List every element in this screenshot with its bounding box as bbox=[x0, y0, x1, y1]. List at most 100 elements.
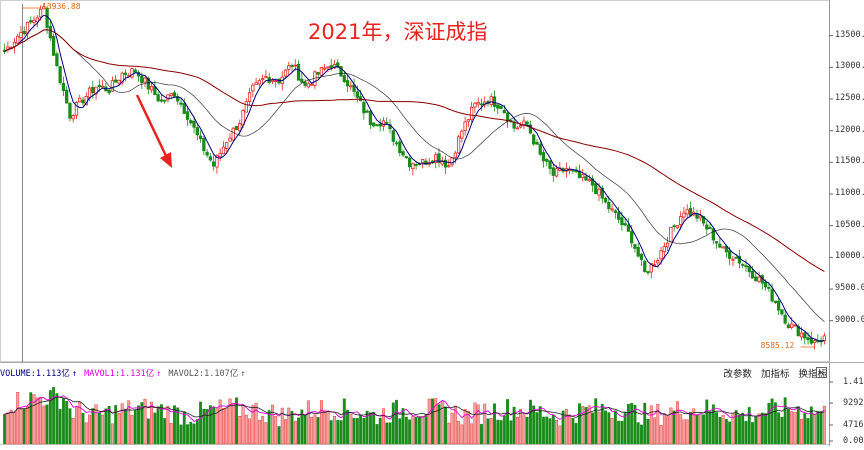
candle-body bbox=[290, 65, 294, 67]
volume-bar bbox=[519, 409, 523, 445]
candle-body bbox=[590, 178, 595, 186]
volume-bar bbox=[336, 419, 340, 445]
volume-bar bbox=[440, 400, 444, 445]
volume-bar bbox=[551, 414, 555, 445]
volume-bar bbox=[388, 422, 392, 445]
volume-bar bbox=[329, 420, 333, 445]
volume-bar bbox=[68, 408, 72, 445]
volume-bar bbox=[153, 412, 157, 445]
volume-bar bbox=[133, 409, 137, 445]
volume-bar bbox=[499, 420, 503, 445]
volume-bar bbox=[385, 422, 389, 445]
volume-bar bbox=[489, 418, 493, 445]
volume-bar bbox=[783, 397, 787, 445]
volume-bar bbox=[280, 407, 284, 445]
swap-indicator-button[interactable]: 换指标 bbox=[798, 369, 827, 380]
volume-bar bbox=[235, 397, 238, 445]
volume-bar bbox=[163, 418, 167, 445]
candle-body bbox=[799, 332, 804, 338]
candle-body bbox=[140, 75, 144, 84]
candle-body bbox=[630, 231, 634, 244]
y-tick-label: 10000.00 bbox=[835, 251, 864, 262]
candle-body bbox=[78, 97, 82, 103]
volume-bar bbox=[372, 411, 376, 445]
candle-body bbox=[225, 142, 229, 149]
candle-body bbox=[202, 138, 206, 152]
volume-bar bbox=[532, 405, 536, 445]
volume-bar bbox=[819, 411, 823, 445]
candle-body bbox=[29, 20, 33, 23]
candle-body bbox=[391, 130, 395, 142]
candle-body bbox=[149, 86, 154, 91]
volume-bar bbox=[754, 416, 758, 445]
candle-body bbox=[515, 127, 520, 130]
volume-bar bbox=[587, 405, 591, 445]
candle-body bbox=[42, 6, 46, 10]
candle-body bbox=[365, 110, 369, 113]
candle-body bbox=[189, 120, 193, 124]
volume-bar bbox=[48, 390, 52, 445]
candle-body bbox=[172, 92, 177, 97]
candle-body bbox=[767, 287, 771, 289]
candle-body bbox=[114, 79, 118, 83]
candle-body bbox=[195, 127, 199, 136]
volume-bar bbox=[424, 414, 428, 445]
volume-bar bbox=[669, 407, 673, 445]
volume-bar bbox=[675, 401, 679, 445]
candle-body bbox=[473, 102, 477, 108]
volume-bar bbox=[88, 414, 91, 445]
candle-body bbox=[639, 253, 644, 260]
candle-body bbox=[293, 64, 297, 67]
candle-body bbox=[613, 210, 617, 213]
volume-bar bbox=[793, 412, 797, 445]
candle-body bbox=[179, 102, 183, 105]
volume-bar bbox=[777, 412, 781, 445]
volume-bar bbox=[522, 414, 526, 445]
candle-body bbox=[541, 152, 546, 162]
volume-bar bbox=[480, 423, 483, 445]
volume-bar bbox=[65, 401, 69, 445]
volume-bar bbox=[241, 405, 245, 445]
candle-body bbox=[110, 80, 115, 92]
volume-bar bbox=[218, 399, 222, 445]
candle-body bbox=[208, 156, 213, 161]
candle-body bbox=[68, 102, 72, 119]
candle-body bbox=[665, 242, 670, 248]
volume-bar bbox=[571, 418, 575, 445]
volume-bar bbox=[310, 416, 314, 445]
candle-body bbox=[231, 127, 235, 141]
candle-body bbox=[264, 75, 268, 78]
volume-bar bbox=[176, 407, 180, 445]
volume-bar bbox=[81, 412, 85, 445]
y-tick-label: 11000.00 bbox=[835, 188, 864, 199]
volume-bar bbox=[189, 421, 193, 445]
candle-body bbox=[385, 121, 389, 124]
volume-bar bbox=[84, 422, 88, 445]
edit-params-button[interactable]: 改参数 bbox=[723, 369, 752, 380]
candle-body bbox=[16, 35, 20, 44]
volume-bar bbox=[486, 418, 490, 445]
volume-bar bbox=[626, 404, 630, 445]
indicator-toolbar: 改参数 加指标 换指标 bbox=[717, 366, 827, 380]
volume-bar bbox=[620, 420, 624, 445]
candle-body bbox=[450, 157, 454, 166]
volume-bar bbox=[91, 408, 95, 445]
volume-bar bbox=[22, 408, 26, 445]
candle-body bbox=[257, 80, 262, 85]
volume-bar bbox=[538, 406, 542, 445]
volume-bar bbox=[32, 394, 36, 445]
candle-body bbox=[659, 250, 663, 260]
candle-body bbox=[91, 87, 95, 94]
candle-body bbox=[479, 103, 484, 106]
add-indicator-button[interactable]: 加指标 bbox=[760, 369, 790, 380]
close-icon[interactable]: × bbox=[816, 367, 827, 378]
candle-body bbox=[460, 130, 464, 139]
volume-bar bbox=[822, 405, 826, 445]
volume-bar bbox=[182, 411, 186, 445]
volume-bar bbox=[470, 423, 474, 445]
candle-body bbox=[679, 216, 683, 226]
candle-body bbox=[714, 241, 719, 244]
volume-bar bbox=[3, 413, 7, 445]
volume-bar bbox=[78, 401, 82, 445]
candle-body bbox=[708, 227, 712, 230]
